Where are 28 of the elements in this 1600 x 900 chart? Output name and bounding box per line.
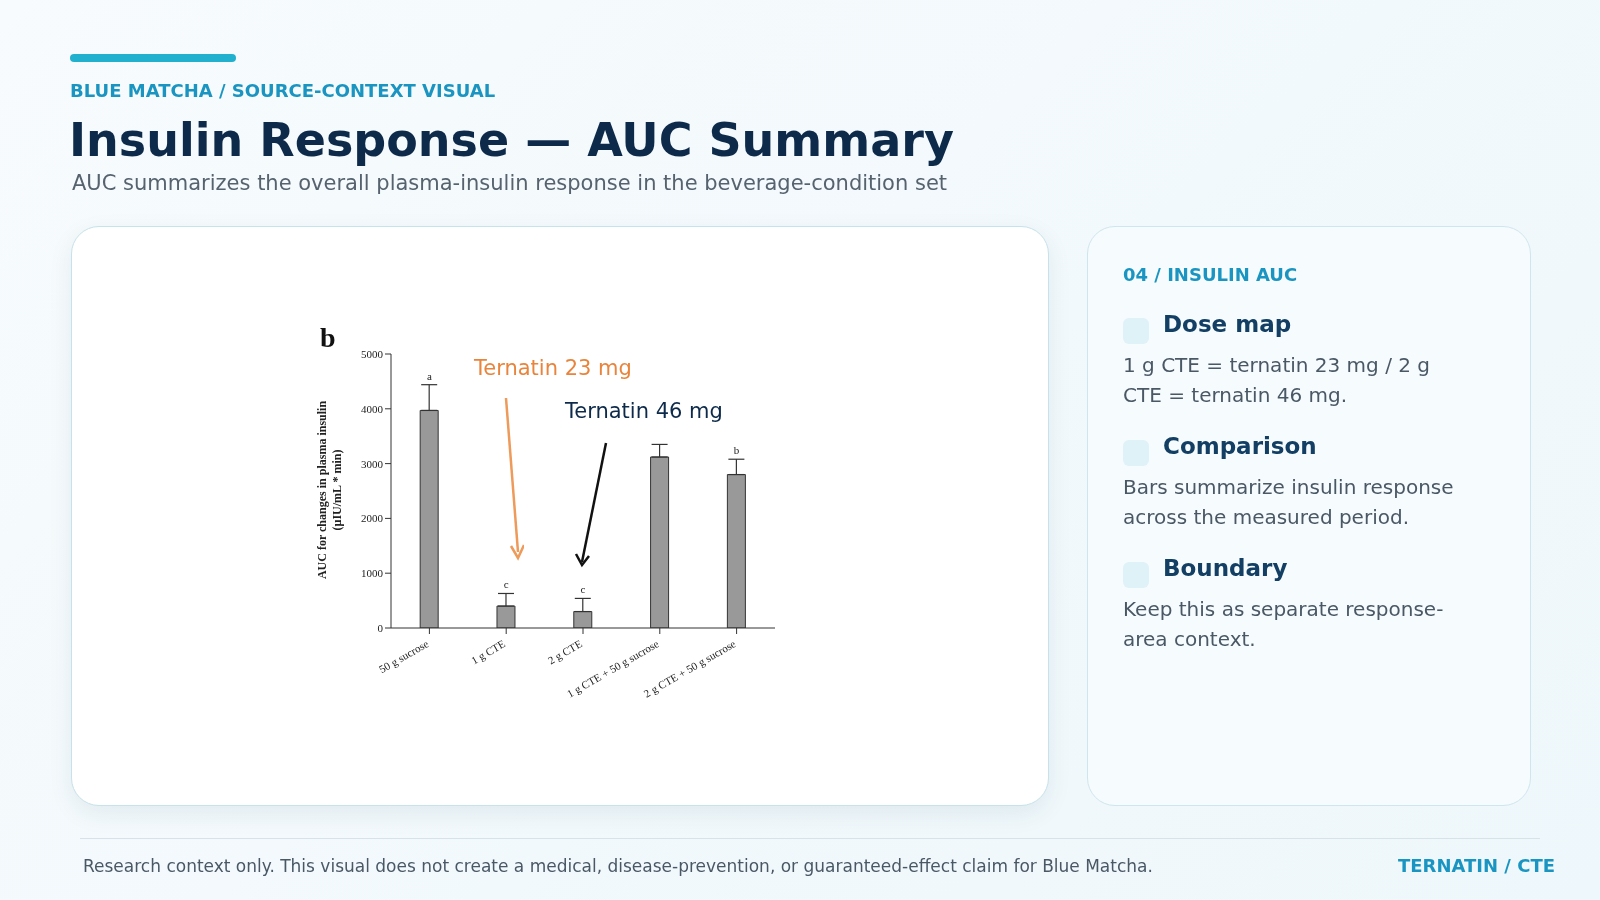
annotation: b [733, 444, 740, 457]
text: Comparison [1163, 433, 1317, 459]
text: Keep this as separate response-area context. [1123, 596, 1445, 653]
annotation: Ternatin 46 mg [565, 399, 723, 423]
text: b [320, 322, 336, 354]
text: Boundary [1163, 555, 1288, 581]
chart-subtitle: AUC summarizes the overall plasma-insulin response in the beverage-condition set [72, 171, 948, 195]
y-tick-label: 5000 [361, 347, 384, 360]
chart-title: Insulin Response — AUC Summary [69, 113, 954, 167]
y-tick-label: 1000 [361, 567, 384, 580]
text: 1 g CTE = ternatin 23 mg / 2 g CTE = ternatin 46 mg. [1123, 352, 1432, 409]
y-axis-title: AUC for changes in plasma insulin (µIU/mL * min) [315, 400, 345, 580]
text: TERNATIN / CTE [1398, 855, 1555, 876]
x-tick-label: 1 g CTE [468, 637, 508, 667]
annotation: Ternatin 23 mg [474, 356, 632, 380]
y-tick-label: 0 [377, 621, 384, 634]
x-tick-label: 2 g CTE [545, 637, 585, 667]
text: Research context only. This visual does not create a medical, disease-prevention, or guaranteed-effect claim for Blue Matcha. [83, 856, 1153, 876]
text: Bars summarize insulin response across the measured period. [1123, 474, 1455, 531]
text: Dose map [1163, 311, 1292, 337]
y-tick-label: 3000 [361, 457, 384, 470]
annotation: c [503, 578, 509, 591]
annotation: a [426, 369, 432, 382]
text: BLUE MATCHA / SOURCE-CONTEXT VISUAL [70, 80, 496, 101]
y-tick-label: 2000 [361, 512, 384, 525]
y-tick-label: 4000 [361, 402, 384, 415]
annotation: c [580, 583, 586, 596]
text: 04 / INSULIN AUC [1123, 264, 1298, 285]
